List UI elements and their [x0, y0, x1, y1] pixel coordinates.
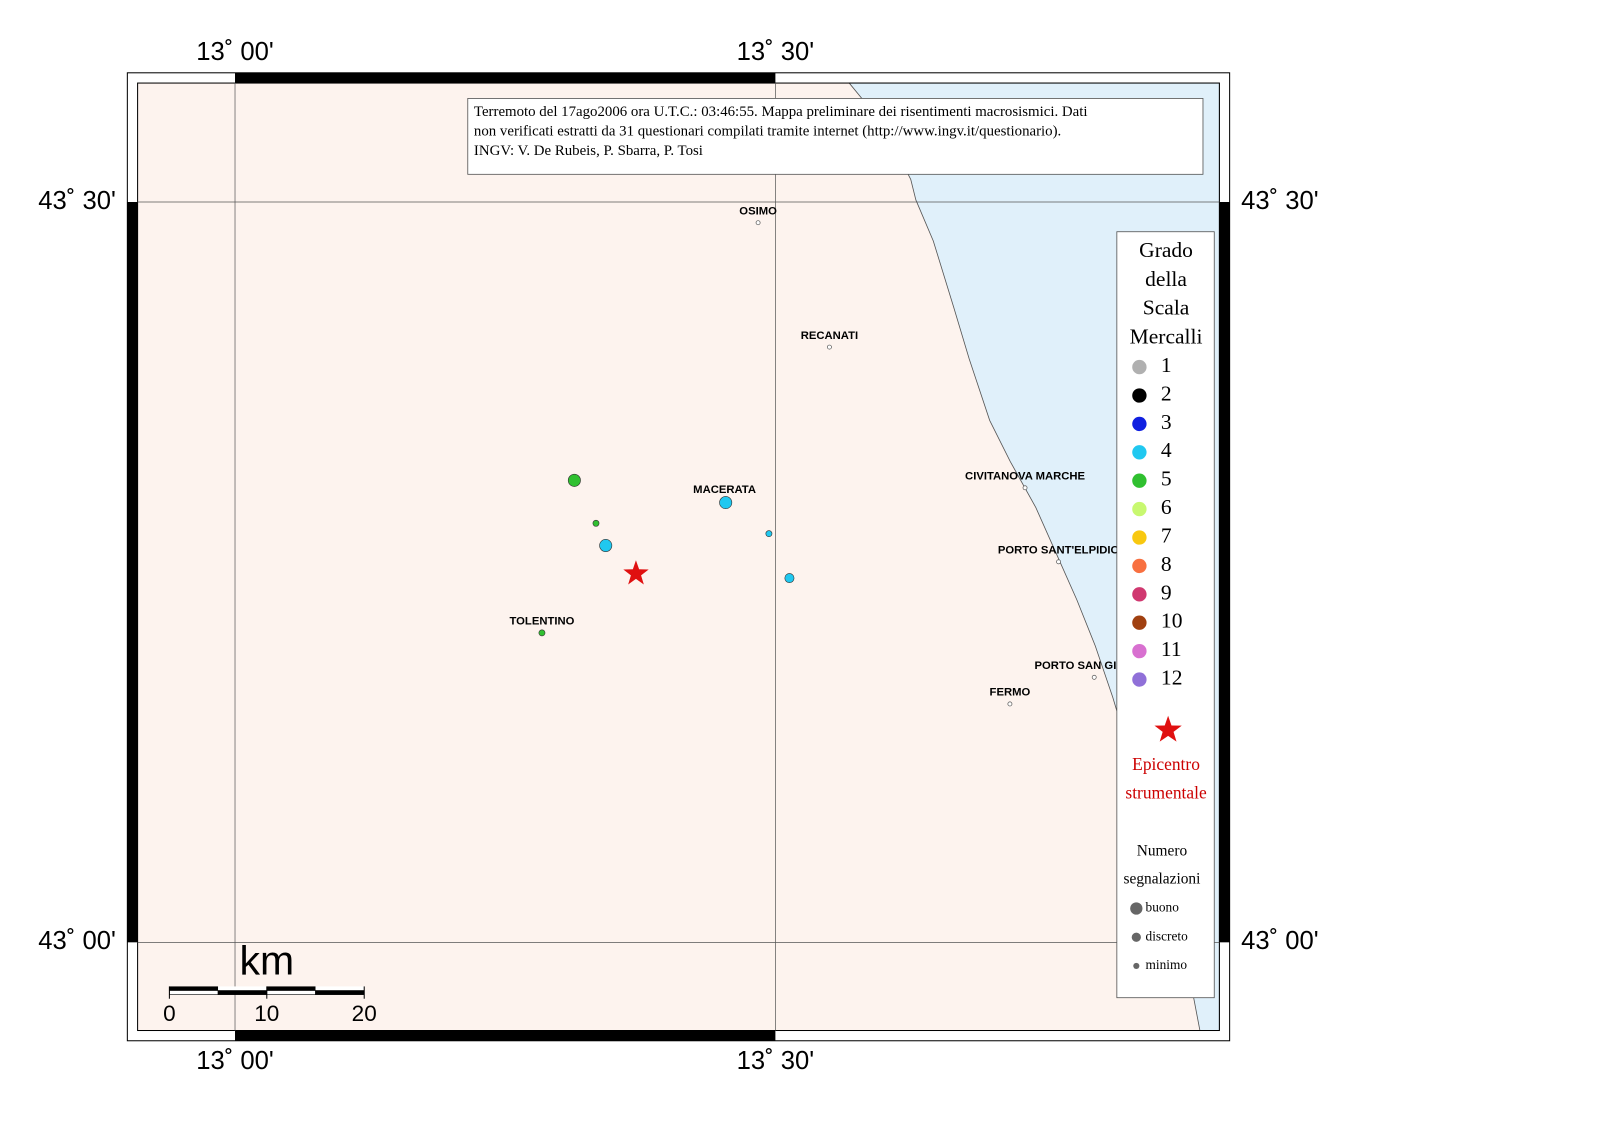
city-dot: [1056, 559, 1061, 565]
intensity-point: [599, 539, 613, 552]
legend-label: 4: [1161, 438, 1172, 462]
scale-segment: [266, 990, 316, 995]
legend-epicenter-label: strumentale: [1125, 783, 1207, 803]
lon-label: 13˚ 00': [196, 38, 274, 66]
scale-label: 0: [163, 1001, 176, 1026]
lon-label: 13˚ 30': [737, 38, 815, 66]
epicenter: [623, 560, 649, 585]
legend-swatch: [1132, 416, 1147, 432]
intensity-point: [784, 573, 795, 584]
legend-size-label: discreto: [1146, 928, 1189, 943]
scale-segment: [169, 990, 219, 995]
legend-label: 7: [1161, 523, 1172, 547]
scale-segment: [315, 986, 365, 991]
lat-label: 43˚ 30': [38, 187, 116, 215]
legend-size: [1130, 902, 1143, 915]
legend-swatch: [1132, 587, 1147, 602]
scale-label: 10: [254, 1001, 279, 1026]
lat-label: 43˚ 00': [1241, 927, 1319, 955]
caption-line: non verificati estratti da 31 questionar…: [474, 124, 1061, 140]
legend-label: 9: [1161, 580, 1172, 604]
frame-bar: [235, 72, 776, 84]
legend-swatch: [1132, 672, 1147, 687]
intensity-point: [592, 519, 600, 527]
city-dot: [1022, 485, 1028, 491]
legend-title: Scala: [1143, 296, 1190, 320]
lat-label: 43˚ 00': [38, 927, 116, 955]
legend-epicenter: [1154, 715, 1182, 742]
scale-segment: [217, 990, 268, 995]
legend-reports-title: Numero: [1137, 843, 1188, 860]
frame-bar: [127, 202, 138, 943]
legend-label: 12: [1161, 665, 1183, 689]
scale-label: 20: [352, 1001, 377, 1026]
scale-segment: [315, 990, 365, 995]
city-label: OSIMO: [739, 205, 777, 217]
city-label: FERMO: [990, 687, 1031, 699]
legend-label: 11: [1161, 637, 1182, 661]
legend-swatch: [1132, 445, 1147, 460]
caption-line: Terremoto del 17ago2006 ora U.T.C.: 03:4…: [474, 104, 1088, 120]
city-label: TOLENTINO: [510, 616, 575, 628]
legend-label: 5: [1161, 467, 1172, 491]
legend-swatch: [1132, 359, 1147, 375]
caption-line: INGV: V. De Rubeis, P. Sbarra, P. Tosi: [474, 143, 703, 159]
city-label: MACERATA: [693, 484, 756, 496]
scale-segment: [218, 986, 267, 991]
intensity-point: [719, 496, 733, 510]
legend-label: 3: [1161, 410, 1172, 434]
scale-segment: [169, 986, 219, 991]
legend-label: 1: [1161, 353, 1172, 377]
city-dot: [755, 220, 761, 226]
scale-segment: [266, 986, 316, 991]
legend-epicenter-label: Epicentro: [1132, 754, 1200, 774]
legend-swatch: [1132, 473, 1147, 488]
city-dot: [1091, 674, 1097, 680]
city-dot: [827, 344, 832, 350]
scale-unit: km: [239, 938, 294, 984]
legend-title: Grado: [1139, 238, 1193, 262]
legend-label: 8: [1161, 552, 1172, 576]
legend-size: [1133, 962, 1140, 969]
legend-swatch: [1132, 643, 1147, 659]
legend-swatch: [1132, 530, 1147, 545]
legend-swatch: [1132, 501, 1147, 517]
legend-size-label: buono: [1146, 900, 1180, 915]
legend-size-label: minimo: [1146, 957, 1188, 972]
legend-label: 10: [1161, 609, 1183, 633]
legend-title: Mercalli: [1130, 324, 1203, 348]
frame-bar: [235, 1030, 776, 1041]
frame-bar: [1219, 202, 1230, 943]
legend-reports-title: segnalazioni: [1124, 870, 1201, 887]
city-label: CIVITANOVA MARCHE: [965, 470, 1085, 482]
legend-box: [1116, 231, 1215, 999]
legend-title: della: [1145, 267, 1187, 291]
legend-size: [1131, 932, 1141, 942]
legend-label: 2: [1161, 381, 1172, 405]
lon-label: 13˚ 30': [737, 1047, 815, 1075]
city-label: RECANATI: [801, 330, 858, 342]
intensity-point: [765, 530, 773, 538]
caption-box: [467, 98, 1204, 175]
intensity-point: [567, 473, 581, 487]
city-dot: [1007, 701, 1013, 707]
legend-swatch: [1132, 615, 1147, 630]
city-label: PORTO SANT'ELPIDIO: [998, 545, 1120, 557]
lon-label: 13˚ 00': [196, 1047, 274, 1075]
legend-swatch: [1132, 388, 1147, 403]
legend-swatch: [1132, 558, 1147, 574]
legend-label: 6: [1161, 495, 1172, 519]
intensity-point: [538, 629, 546, 637]
lat-label: 43˚ 30': [1241, 187, 1319, 215]
